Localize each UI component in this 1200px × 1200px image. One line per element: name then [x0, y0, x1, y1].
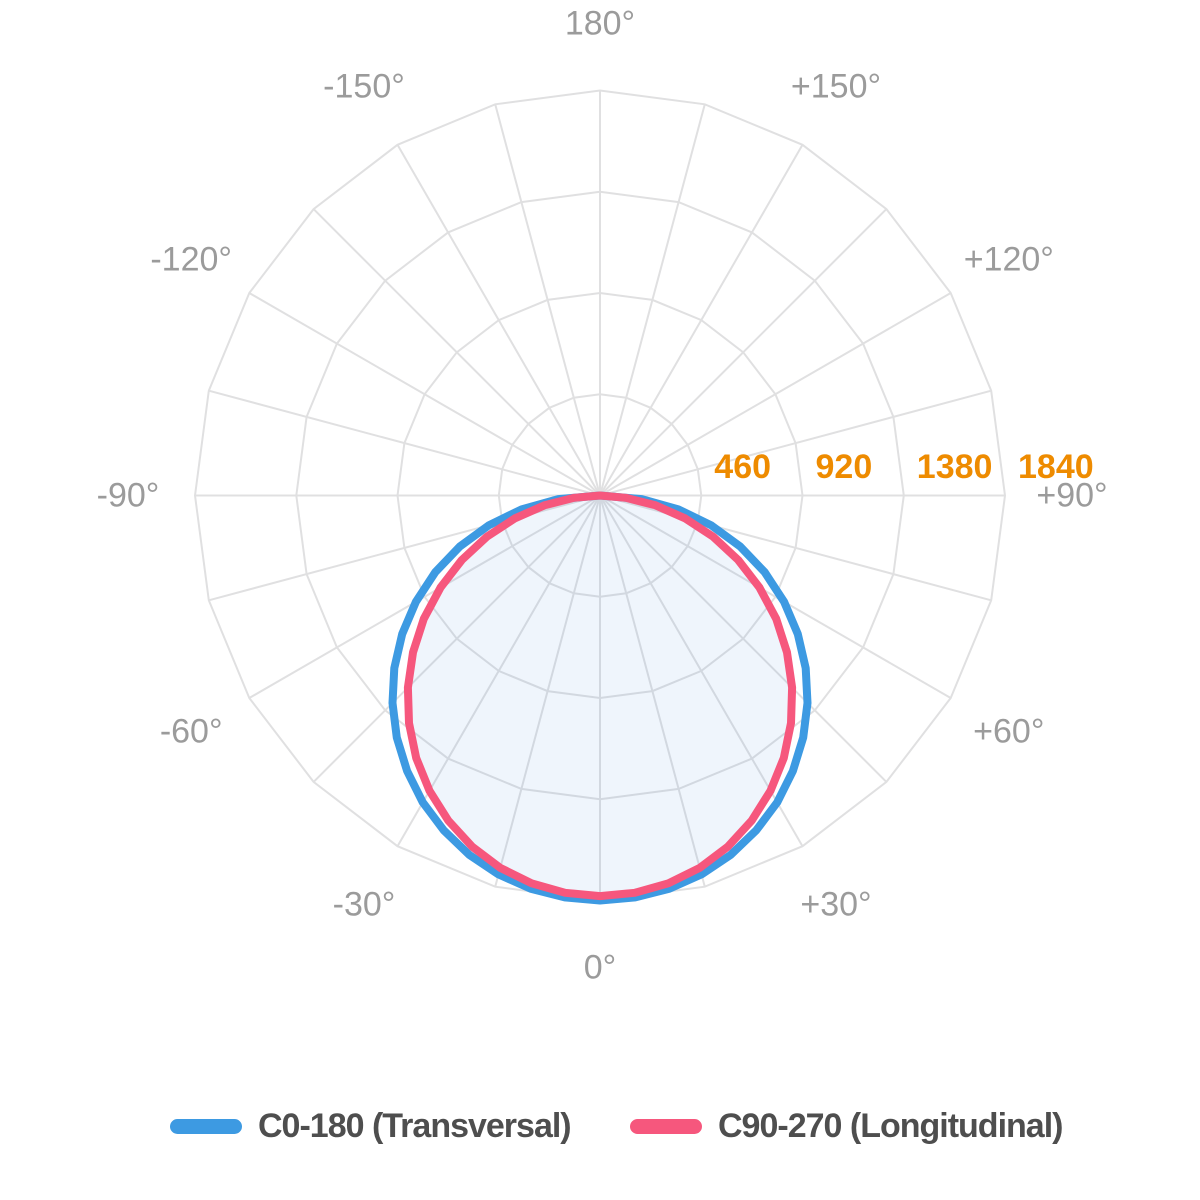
grid-spoke-120 [599, 292, 952, 497]
grid-spoke-345 [494, 495, 601, 887]
legend-label-c90-270: C90-270 (Longitudinal) [718, 1106, 1063, 1145]
angle-label-60: +60° [973, 713, 1044, 751]
legend-swatch-pink-icon [630, 1118, 702, 1134]
angle-label--90: -90° [97, 477, 160, 515]
legend-swatch-blue-icon [170, 1118, 242, 1134]
grid-spoke-210 [396, 144, 601, 497]
angle-label-90: +90° [1036, 477, 1107, 515]
polar-grid [193, 89, 1007, 902]
angle-label--150: -150° [323, 68, 405, 106]
angle-label--60: -60° [160, 713, 223, 751]
grid-spoke-195 [494, 104, 601, 496]
legend: C0-180 (Transversal) C90-270 (Longitudin… [0, 1107, 1200, 1145]
radial-tick-1840: 1840 [1018, 448, 1094, 486]
angle-label-0: 0° [584, 949, 617, 987]
grid-spoke-135 [599, 208, 888, 497]
grid-spoke-60 [599, 494, 952, 699]
angle-label--30: -30° [333, 885, 396, 923]
angle-label-30: +30° [800, 885, 871, 923]
curve-c90-270 [403, 491, 797, 901]
angle-label-150: +150° [791, 68, 881, 106]
grid-spoke-150 [599, 144, 804, 497]
angle-label-180: 180° [565, 5, 635, 43]
legend-item-c90-270[interactable]: C90-270 (Longitudinal) [630, 1106, 1063, 1145]
legend-item-c0-180[interactable]: C0-180 (Transversal) [170, 1106, 572, 1145]
legend-label-c0-180: C0-180 (Transversal) [258, 1106, 572, 1145]
series-curves [388, 491, 812, 905]
grid-spoke-105 [599, 389, 992, 497]
angle-label-120: +120° [964, 241, 1054, 279]
beam-area-fill [407, 495, 793, 897]
grid-spoke-315 [312, 494, 601, 783]
grid-spoke-255 [208, 389, 601, 497]
grid-spoke-165 [599, 104, 706, 496]
polar-chart-canvas: 180° -150° +150° -120° +120° -90° +90° -60° +60°… [97, 5, 1108, 987]
radial-tick-920: 920 [816, 448, 873, 486]
grid-spoke-225 [312, 208, 601, 497]
radial-tick-460: 460 [714, 448, 771, 486]
grid-spoke-15 [599, 495, 706, 887]
grid-spoke-240 [248, 292, 601, 497]
axis-labels: 180° -150° +150° -120° +120° -90° +90° -60° +60°… [97, 5, 1108, 987]
radial-tick-1380: 1380 [917, 448, 993, 486]
angle-label--120: -120° [150, 241, 232, 279]
curve-c0-180 [388, 491, 812, 905]
grid-spoke-300 [248, 494, 601, 699]
grid-spoke-45 [599, 494, 888, 783]
